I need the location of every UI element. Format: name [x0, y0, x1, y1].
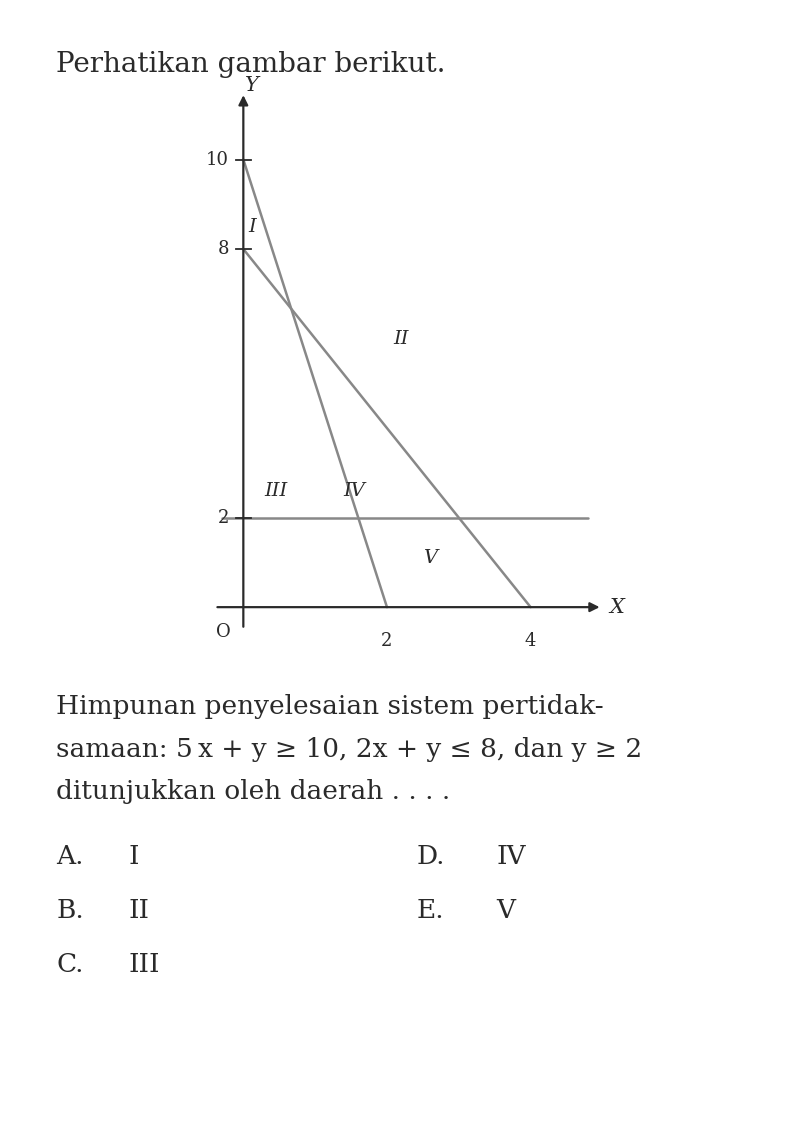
- Text: Perhatikan gambar berikut.: Perhatikan gambar berikut.: [56, 51, 445, 78]
- Text: D.: D.: [417, 844, 445, 869]
- Text: II: II: [393, 329, 409, 347]
- Text: III: III: [264, 482, 288, 500]
- Text: Y: Y: [245, 77, 259, 95]
- Text: IV: IV: [497, 844, 526, 869]
- Text: E.: E.: [417, 898, 444, 923]
- Text: V: V: [497, 898, 516, 923]
- Text: A.: A.: [56, 844, 83, 869]
- Text: O: O: [215, 623, 231, 641]
- Text: 8: 8: [218, 240, 229, 258]
- Text: 4: 4: [525, 632, 537, 650]
- Text: Himpunan penyelesaian sistem pertidak-: Himpunan penyelesaian sistem pertidak-: [56, 694, 604, 719]
- Text: B.: B.: [56, 898, 84, 923]
- Text: ditunjukkan oleh daerah . . . .: ditunjukkan oleh daerah . . . .: [56, 779, 450, 804]
- Text: samaan: 5 x + y ≥ 10, 2x + y ≤ 8, dan y ≥ 2: samaan: 5 x + y ≥ 10, 2x + y ≤ 8, dan y …: [56, 737, 642, 761]
- Text: IV: IV: [344, 482, 365, 500]
- Text: 10: 10: [206, 150, 229, 168]
- Text: I: I: [248, 218, 256, 236]
- Text: V: V: [423, 549, 437, 567]
- Text: X: X: [610, 598, 625, 617]
- Text: III: III: [128, 952, 159, 977]
- Text: I: I: [128, 844, 139, 869]
- Text: 2: 2: [381, 632, 392, 650]
- Text: C.: C.: [56, 952, 83, 977]
- Text: II: II: [128, 898, 149, 923]
- Text: 2: 2: [218, 509, 229, 527]
